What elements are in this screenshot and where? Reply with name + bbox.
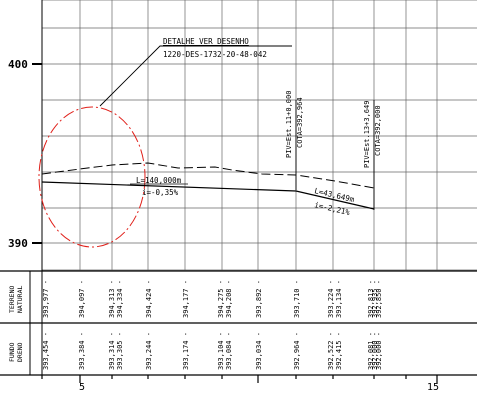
callout-line2: 1220-DES-1732-20-48-042 — [163, 50, 267, 59]
fundo-value: 393,104 - — [217, 332, 225, 370]
terreno-value: 394,208 - — [225, 280, 233, 318]
grid — [41, 0, 477, 271]
fundo-value: 393,305 - — [116, 332, 124, 370]
terrain-profile — [41, 162, 375, 189]
cota-label-2: COTA=392,000 — [374, 105, 382, 156]
terreno-value: 393,224 - — [327, 280, 335, 318]
terreno-value: 394,313 - — [108, 280, 116, 318]
terreno-value: 393,977 - — [42, 280, 50, 318]
fundo-value: 393,314 - — [108, 332, 116, 370]
fundo-label-2: DRENO — [16, 342, 24, 362]
terreno-value: 394,177 - — [182, 280, 190, 318]
piv-label-1: PIV=Est.11+0,000 — [285, 91, 293, 158]
fundo-value: 393,174 - — [182, 332, 190, 370]
terreno-value: 392,850 - — [375, 280, 383, 318]
segment-1-length: L=140,000m — [136, 176, 182, 185]
fundo-value: 393,084 - — [225, 332, 233, 370]
terreno-value: 392,935 - — [371, 280, 379, 318]
callout-leader — [99, 45, 292, 107]
terreno-value: 394,097 - — [78, 280, 86, 318]
fundo-value: 392,522 - — [327, 332, 335, 370]
fundo-value: 392,000 - — [371, 332, 379, 370]
station-label-5: 5 — [79, 382, 85, 393]
callout-line1: DETALHE VER DESENHO — [163, 37, 249, 46]
station-label-15: 15 — [427, 382, 439, 393]
terreno-value: 393,710 - — [293, 280, 301, 318]
terreno-value: 392,813 - — [367, 280, 375, 318]
data-table: TERRENO NATURAL FUNDO DRENO 393,977 - 394… — [0, 270, 477, 376]
terreno-value: 394,334 - — [116, 280, 124, 318]
elevation-label-390: 390 — [8, 237, 28, 250]
fundo-value: 393,244 - — [145, 332, 153, 370]
terreno-label-2: NATURAL — [16, 286, 24, 313]
terreno-value: 394,424 - — [145, 280, 153, 318]
detail-ellipse — [38, 106, 146, 248]
fundo-value: 393,454 - — [42, 332, 50, 370]
fundo-value: 392,415 - — [335, 332, 343, 370]
terreno-value: 393,892 - — [255, 280, 263, 318]
station-ticks — [41, 375, 438, 383]
fundo-value: 392,081 - — [367, 332, 375, 370]
cota-label-1: COTA=392,964 — [296, 97, 304, 148]
terreno-label-1: TERRENO — [8, 286, 16, 313]
table-values: 393,977 - 394,097 - 394,313 -394,334 - 394,… — [42, 280, 383, 370]
terreno-value: 393,134 - — [335, 280, 343, 318]
fundo-value: 392,964 - — [293, 332, 301, 370]
piv-label-2: PIV=Est.13+3,649 — [363, 101, 371, 168]
drain-profile — [41, 181, 375, 210]
elevation-label-400: 400 — [8, 58, 28, 71]
segment-1-slope: i=-0,35% — [142, 188, 179, 197]
fundo-label-1: FUNDO — [8, 342, 16, 362]
fundo-value: 393,384 - — [78, 332, 86, 370]
terreno-value: 394,275 - — [217, 280, 225, 318]
fundo-value: 392,000 - — [375, 332, 383, 370]
fundo-value: 393,034 - — [255, 332, 263, 370]
